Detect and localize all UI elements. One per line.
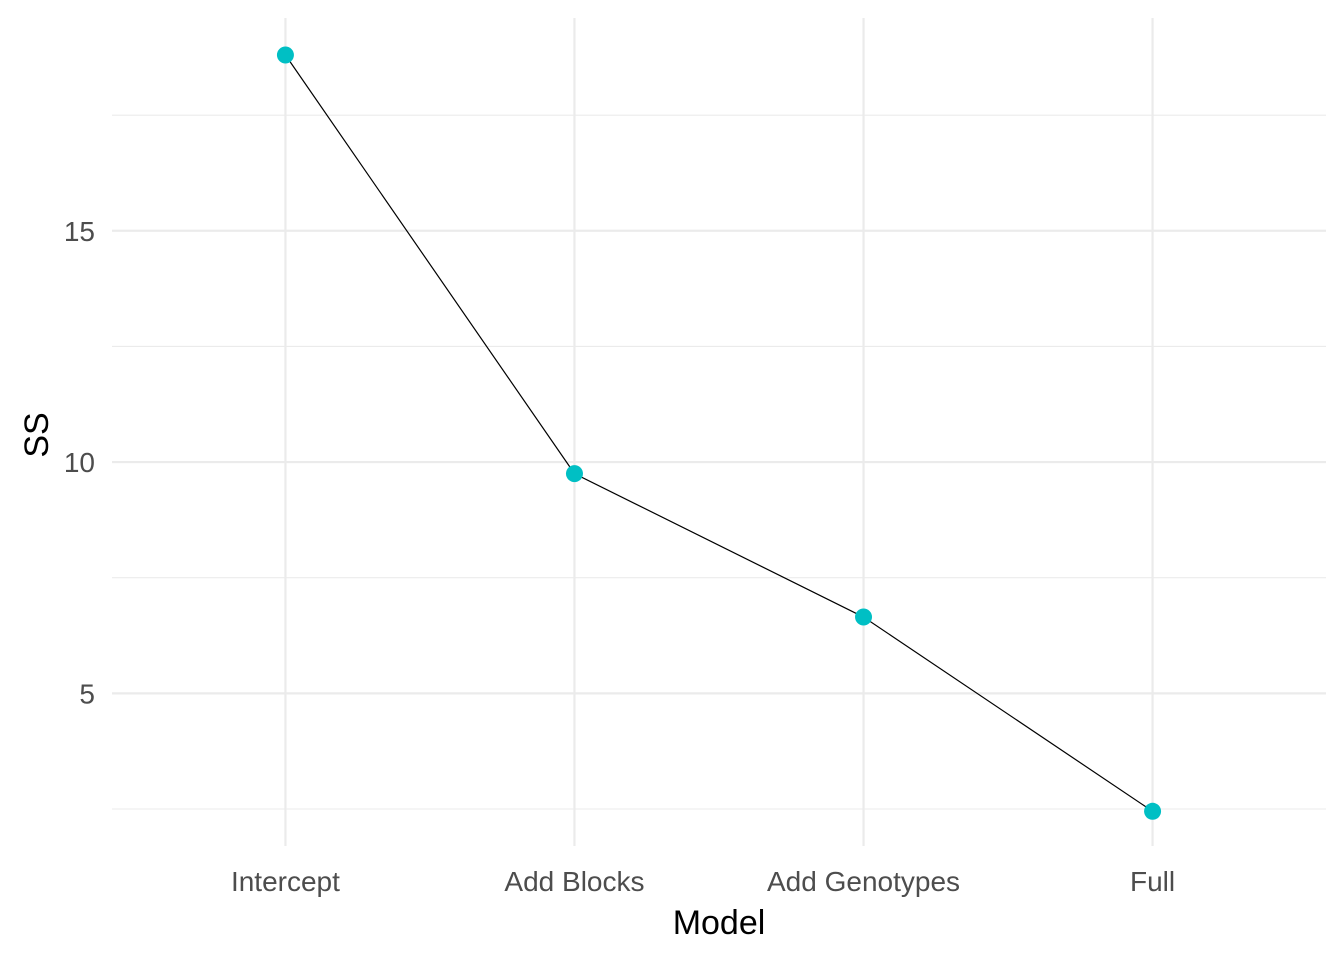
y-axis-title: SS xyxy=(18,412,56,457)
data-point xyxy=(565,465,583,483)
y-tick-label: 5 xyxy=(79,678,95,709)
x-axis-title: Model xyxy=(673,904,766,942)
x-tick-label: Intercept xyxy=(231,866,340,897)
data-point xyxy=(855,608,873,626)
x-tick-label: Full xyxy=(1130,866,1175,897)
series-line xyxy=(284,54,1153,812)
y-tick-label: 10 xyxy=(64,447,95,478)
x-tick-labels: Intercept Add Blocks Add Genotypes Full xyxy=(231,866,1175,897)
x-tick-label: Add Blocks xyxy=(504,866,644,897)
data-point xyxy=(1144,802,1162,820)
y-tick-labels: 5 10 15 xyxy=(64,216,95,710)
series-points-layer xyxy=(276,46,1162,820)
major-gridlines xyxy=(112,18,1326,846)
series-line-layer xyxy=(284,54,1153,812)
minor-gridlines xyxy=(112,114,1326,810)
x-tick-label: Add Genotypes xyxy=(767,866,960,897)
data-point xyxy=(276,46,294,64)
y-tick-label: 15 xyxy=(64,216,95,247)
